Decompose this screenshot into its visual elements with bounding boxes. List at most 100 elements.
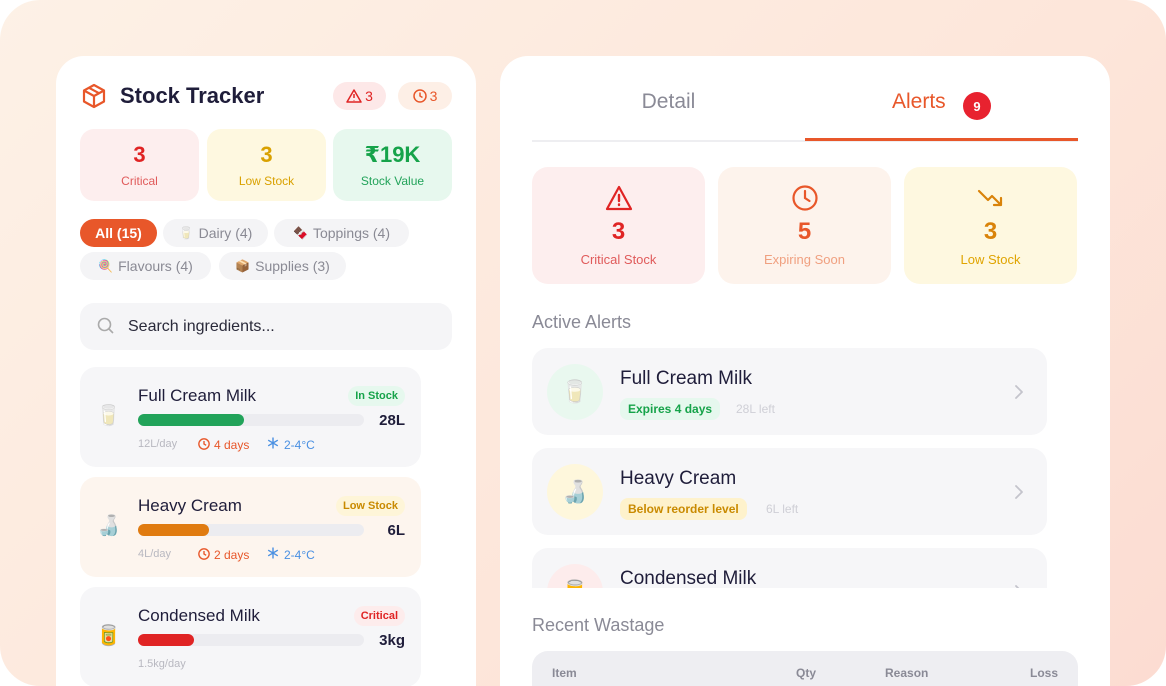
alert-item[interactable]: 🥛 Full Cream Milk Expires 4 days 28L left — [532, 348, 1047, 435]
section-title: Recent Wastage — [532, 615, 665, 635]
summary-value: 3 — [260, 142, 273, 167]
table-column-header: Item — [552, 666, 577, 680]
table-column-header: Loss — [1029, 666, 1058, 680]
stock-item[interactable]: 🥛 Full Cream Milk In Stock 28L 12L/day 4 days… — [80, 367, 421, 467]
item-quantity: 28L — [379, 412, 405, 429]
app-title: Stock Tracker — [120, 83, 265, 108]
item-icon: 🥫 — [96, 625, 121, 647]
alert-item-icon-bg: 🥛 — [547, 364, 603, 420]
summary-card: 3 Critical — [80, 129, 199, 201]
alert-tag: Expires 4 days — [620, 398, 721, 420]
status-pill: In Stock — [348, 386, 405, 406]
alert-note: 6L left — [766, 502, 799, 516]
alert-item[interactable]: 🥫 Condensed Milk — [532, 548, 1047, 588]
clock-icon — [198, 547, 210, 565]
alert-summary-label: Critical Stock — [580, 252, 657, 267]
filter-chip[interactable]: 📦 Supplies (3) — [219, 252, 346, 280]
item-expiry: 2 days — [214, 548, 250, 562]
search-icon — [97, 317, 114, 334]
filter-icon: 🍫 — [293, 226, 308, 240]
table-column-header: Reason — [885, 666, 929, 680]
item-quantity: 3kg — [379, 632, 405, 649]
alert-item-name: Condensed Milk — [620, 568, 757, 588]
filter-label: Flavours (4) — [118, 258, 193, 274]
summary-value: 3 — [133, 142, 146, 167]
warning-icon — [346, 89, 362, 103]
item-name: Condensed Milk — [138, 606, 260, 625]
expiry-badge[interactable]: 3 — [398, 82, 452, 110]
item-name: Full Cream Milk — [138, 386, 257, 405]
clock-icon — [198, 437, 210, 455]
badge-count: 3 — [429, 88, 438, 104]
alert-icon — [791, 184, 819, 212]
item-quantity: 6L — [387, 522, 405, 539]
filter-icon: 🍭 — [98, 259, 114, 273]
item-usage: 12L/day — [138, 438, 178, 450]
alert-item[interactable]: 🍶 Heavy Cream Below reorder level 6L left — [532, 448, 1047, 535]
summary-card: 3 Low Stock — [207, 129, 326, 201]
stock-item[interactable]: 🥫 Condensed Milk Critical 3kg 1.5kg/day — [80, 587, 421, 686]
stock-bar-fill — [138, 634, 194, 646]
clock-icon — [412, 89, 427, 103]
alert-summary-label: Expiring Soon — [764, 252, 845, 267]
filter-chip[interactable]: 🍭 Flavours (4) — [80, 252, 211, 280]
critical-badge[interactable]: 3 — [333, 82, 386, 110]
item-usage: 1.5kg/day — [138, 658, 186, 670]
filter-chip[interactable]: 🥛 Dairy (4) — [163, 219, 268, 247]
alert-summary-card: 3 Critical Stock — [532, 167, 705, 284]
summary-label: Stock Value — [360, 174, 425, 188]
summary-label: Critical — [121, 174, 158, 188]
filter-icon: 🥛 — [178, 226, 194, 240]
stock-bar-fill — [138, 414, 244, 426]
alert-item-name: Full Cream Milk — [620, 368, 752, 389]
alert-summary-value: 3 — [611, 218, 626, 245]
filter-label: All (15) — [95, 225, 142, 241]
item-expiry: 4 days — [214, 438, 250, 452]
alert-summary-value: 5 — [797, 218, 812, 245]
alert-tag: Below reorder level — [620, 498, 747, 520]
item-storage: 2-4°C — [284, 438, 315, 452]
status-pill: Critical — [353, 606, 405, 626]
alert-summary-label: Low Stock — [960, 252, 1021, 267]
alert-item-icon-bg: 🍶 — [547, 464, 603, 520]
chevron-icon — [1014, 484, 1024, 505]
table-column-header: Qty — [796, 666, 817, 680]
box-icon — [82, 83, 106, 109]
filter-chip[interactable]: All (15) — [80, 219, 157, 247]
item-icon: 🍶 — [96, 515, 121, 537]
search-box[interactable]: Search ingredients... — [80, 303, 452, 350]
alert-icon — [605, 184, 633, 212]
snow-icon — [267, 546, 279, 564]
active-tab-underline — [805, 138, 1078, 141]
alert-icon — [977, 184, 1005, 212]
filter-label: Toppings (4) — [312, 225, 390, 241]
status-pill: Low Stock — [335, 496, 405, 516]
summary-label: Low Stock — [238, 174, 295, 188]
filter-chip[interactable]: 🍫 Toppings (4) — [274, 219, 409, 247]
alert-item-icon: 🥛 — [561, 379, 589, 404]
tab-divider — [532, 140, 1078, 142]
tab-active[interactable]: Alerts — [892, 90, 946, 113]
alert-summary-card: 3 Low Stock — [904, 167, 1077, 284]
item-usage: 4L/day — [138, 548, 172, 560]
alert-item-icon: 🍶 — [561, 479, 589, 504]
stock-bar-track — [138, 634, 364, 646]
tab[interactable]: Detail — [641, 90, 696, 113]
stock-panel: Stock Tracker 3 3 Search ingredients... … — [56, 56, 476, 686]
stock-item[interactable]: 🍶 Heavy Cream Low Stock 6L 4L/day 2 days 2-4°C — [80, 477, 421, 577]
detail-panel: Detail Alerts 9 Active Alerts 🥛 Full Crea… — [500, 56, 1110, 686]
chevron-icon — [1014, 384, 1024, 405]
summary-value: ₹19K — [364, 142, 421, 167]
alert-item-name: Heavy Cream — [620, 468, 737, 489]
snow-icon — [267, 436, 279, 454]
stock-bar-fill — [138, 524, 209, 536]
item-storage: 2-4°C — [284, 548, 315, 562]
wastage-table-header: Item Qty Reason Loss — [532, 651, 1078, 686]
chevron-icon — [1014, 584, 1024, 588]
alert-item-icon-bg: 🥫 — [547, 564, 603, 588]
badge-count: 3 — [365, 88, 373, 104]
section-title: Active Alerts — [532, 312, 632, 332]
filter-label: Supplies (3) — [255, 258, 330, 274]
filter-label: Dairy (4) — [198, 225, 253, 241]
